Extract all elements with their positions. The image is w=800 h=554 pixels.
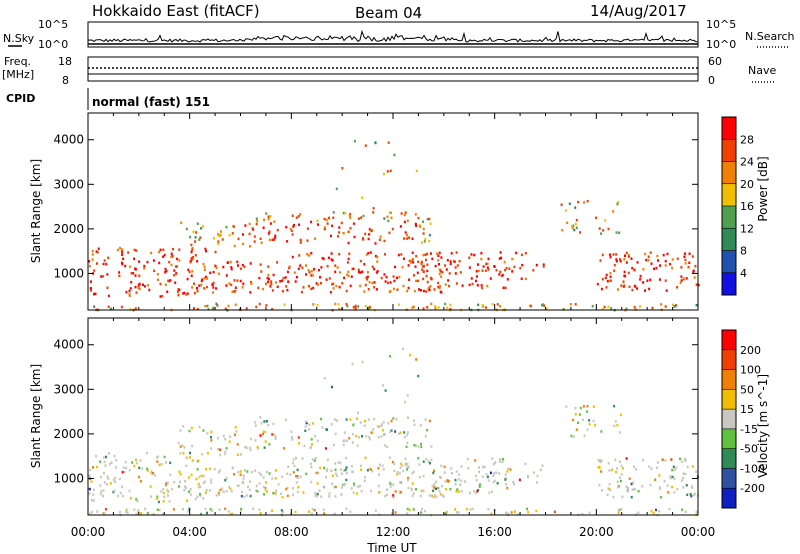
velocity-colorbar-segment — [722, 330, 736, 350]
nsearch-label: N.Search — [745, 30, 795, 43]
velocity-colorbar-tick: -100 — [740, 462, 765, 475]
freq-label: Freq. — [4, 55, 31, 68]
velocity-ytick-label: 4000 — [53, 338, 84, 352]
velocity-colorbar-segment — [722, 389, 736, 410]
power-ylabel: Slant Range [km] — [29, 159, 43, 263]
x-axis-label: Time UT — [366, 541, 417, 554]
x-tick-label: 12:00 — [376, 525, 411, 539]
velocity-colorbar-segment — [722, 448, 736, 469]
power-heatmap — [88, 139, 700, 312]
velocity-colorbar-segment — [722, 409, 736, 429]
power-colorbar: 4 8 12 16 20 24 28 — [721, 116, 754, 296]
velocity-colorbar-segment — [722, 488, 736, 508]
power-colorbar-tick: 16 — [740, 200, 754, 213]
cpid-value: normal (fast) 151 — [92, 95, 210, 109]
velocity-heatmap — [88, 347, 699, 517]
nsky-tick-bottom: 10^0 — [38, 38, 68, 51]
power-colorbar-tick: 24 — [740, 156, 754, 169]
nsky-panel-frame — [87, 21, 699, 48]
nsearch-tick-top: 10^5 — [706, 18, 736, 31]
velocity-colorbar-tick: -200 — [740, 482, 765, 495]
nave-tick-bottom: 0 — [708, 74, 715, 87]
velocity-ytick-label: 3000 — [53, 382, 84, 396]
nsearch-tick-bottom: 10^0 — [706, 38, 736, 51]
power-colorbar-tick: 8 — [740, 245, 747, 258]
nsky-series — [87, 29, 699, 44]
x-tick-label: 00:00 — [71, 525, 106, 539]
power-colorbar-segment — [722, 117, 736, 140]
power-colorbar-tick: 12 — [740, 222, 754, 235]
power-colorbar-segment — [722, 161, 736, 184]
freq-unit: [MHz] — [2, 68, 34, 81]
power-colorbar-segment — [722, 139, 736, 162]
velocity-colorbar-segment — [722, 349, 736, 370]
power-colorbar-tick: 4 — [740, 267, 747, 280]
nave-tick-top: 60 — [708, 55, 722, 68]
nave-label: Nave — [748, 64, 776, 77]
velocity-colorbar-tick: 200 — [740, 344, 761, 357]
power-colorbar-segment — [722, 183, 736, 206]
power-ytick-label: 1000 — [53, 266, 84, 280]
power-colorbar-segment — [722, 228, 736, 251]
velocity-colorbar-segment — [722, 468, 736, 489]
velocity-colorbar-tick: -50 — [740, 443, 758, 456]
nsky-tick-top: 10^5 — [38, 18, 68, 31]
velocity-colorbar-label: Velocity [m s^-1] — [756, 374, 770, 478]
power-colorbar-tick: 20 — [740, 178, 754, 191]
date-label: 14/Aug/2017 — [590, 2, 687, 20]
velocity-colorbar-tick: 100 — [740, 364, 761, 377]
power-ytick-label: 3000 — [53, 177, 84, 191]
station-title: Hokkaido East (fitACF) — [92, 2, 260, 20]
power-panel-frame — [87, 112, 699, 311]
x-tick-label: 04:00 — [172, 525, 207, 539]
power-colorbar-tick: 28 — [740, 133, 754, 146]
velocity-colorbar-segment — [722, 428, 736, 449]
power-ytick-label: 2000 — [53, 222, 84, 236]
x-tick-label: 16:00 — [477, 525, 512, 539]
power-colorbar-segment — [722, 272, 736, 295]
freq-panel-frame — [87, 56, 699, 82]
velocity-colorbar: 200 100 50 15 -15 -50 -100 -200 — [721, 329, 765, 509]
velocity-colorbar-tick: 50 — [740, 383, 754, 396]
x-tick-label: 20:00 — [579, 525, 614, 539]
x-tick-label: 00:00 — [681, 525, 716, 539]
freq-tick-top: 18 — [58, 55, 72, 68]
x-tick-label: 08:00 — [274, 525, 309, 539]
velocity-ytick-label: 1000 — [53, 471, 84, 485]
power-colorbar-segment — [722, 250, 736, 273]
freq-tick-bottom: 8 — [62, 74, 69, 87]
power-colorbar-label: Power [dB] — [756, 156, 770, 221]
power-colorbar-segment — [722, 206, 736, 229]
beam-label: Beam 04 — [355, 4, 422, 22]
cpid-label: CPID — [6, 92, 35, 105]
velocity-colorbar-tick: -15 — [740, 423, 758, 436]
velocity-colorbar-tick: 15 — [740, 403, 754, 416]
velocity-ytick-label: 2000 — [53, 427, 84, 441]
velocity-ylabel: Slant Range [km] — [29, 364, 43, 468]
power-ytick-label: 4000 — [53, 133, 84, 147]
nsky-label: N.Sky — [3, 32, 35, 45]
velocity-colorbar-segment — [722, 369, 736, 390]
